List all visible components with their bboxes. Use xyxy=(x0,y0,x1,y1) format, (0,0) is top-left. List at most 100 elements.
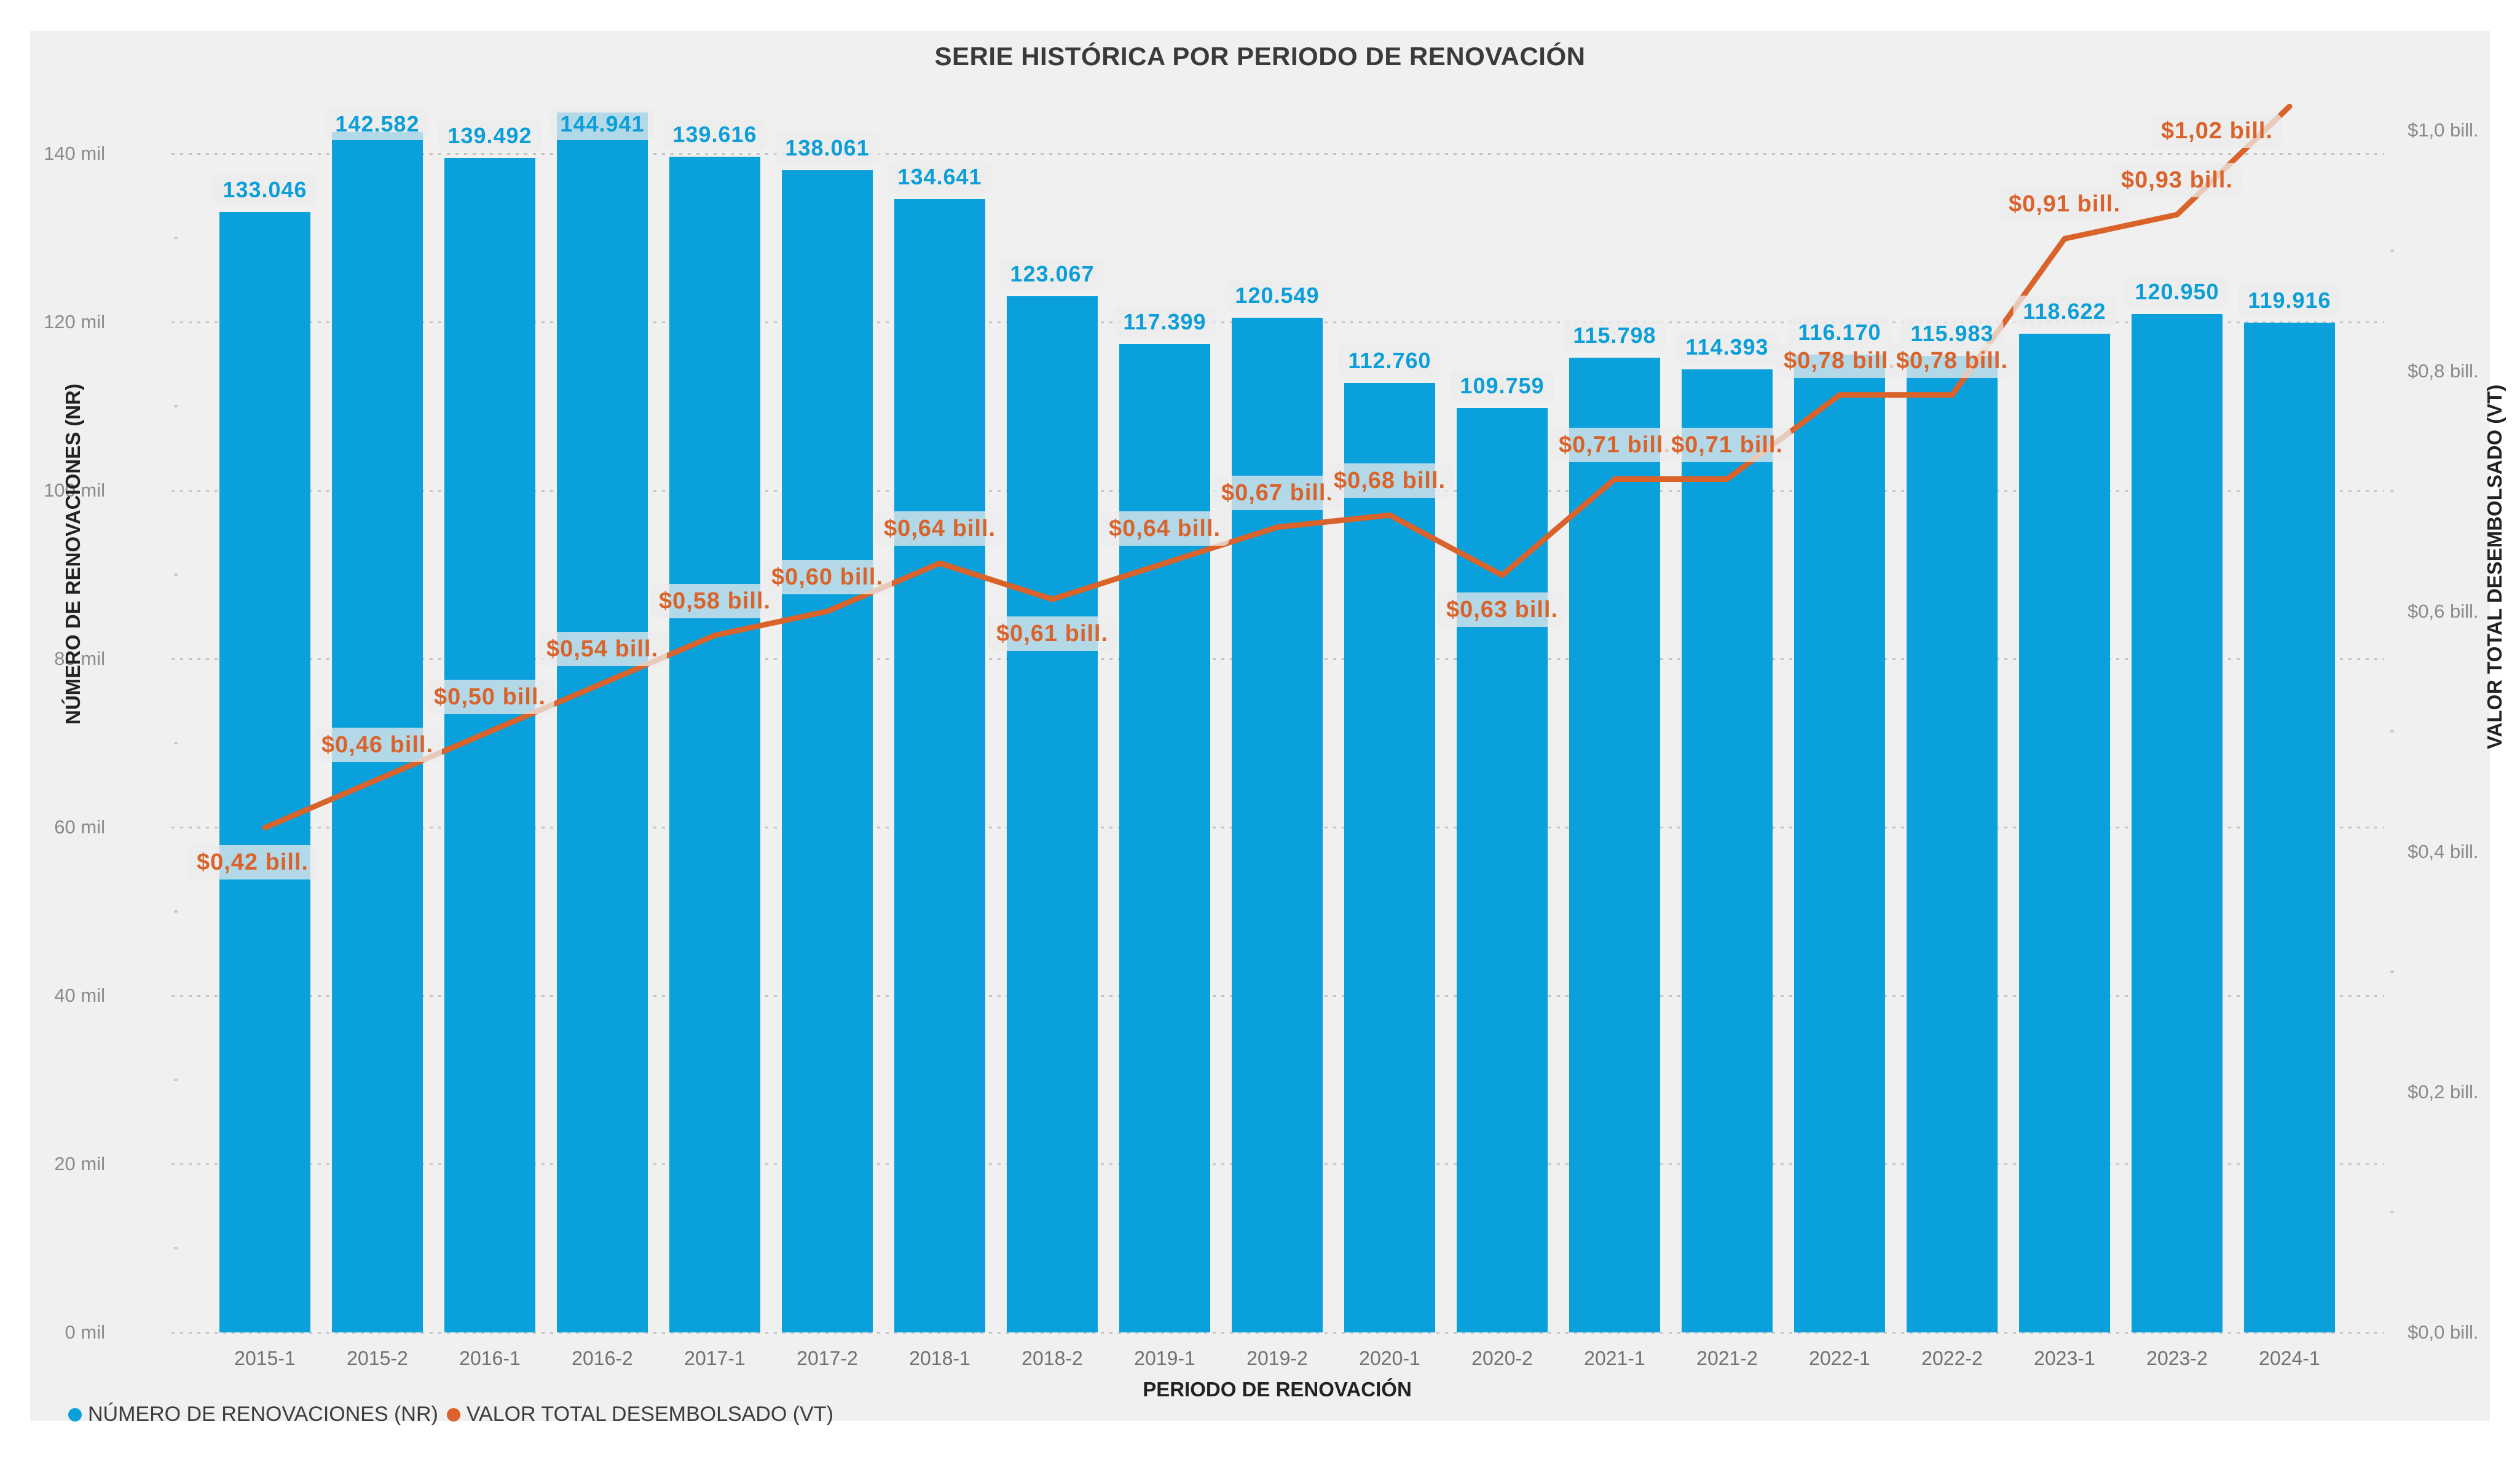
bar-value-label: 116.170 xyxy=(1788,316,1891,348)
y-axis-tick-label-right: $0,8 bill. xyxy=(2408,360,2479,382)
legend-dot-nr-icon xyxy=(68,1407,82,1422)
x-axis-tick-label: 2023-2 xyxy=(2146,1347,2208,1369)
chart-page: { "title": "SERIE HISTÓRICA POR PERIODO … xyxy=(30,31,2506,1426)
x-axis-tick-label: 2016-2 xyxy=(572,1347,633,1369)
x-axis-tick-label: 2020-1 xyxy=(1359,1347,1420,1369)
line-series-layer xyxy=(262,103,2293,831)
x-axis-tick-label: 2024-1 xyxy=(2259,1347,2320,1369)
bar-2024-1[interactable] xyxy=(2244,323,2335,1332)
bar-value-label: 114.393 xyxy=(1675,331,1779,363)
x-axis-tick-label: 2019-2 xyxy=(1246,1347,1308,1369)
line-value-label: $0,54 bill. xyxy=(537,631,667,666)
bar-2018-1[interactable] xyxy=(894,199,985,1332)
x-axis-tick-label: 2016-1 xyxy=(459,1347,521,1369)
x-axis-tick-label: 2019-1 xyxy=(1134,1347,1195,1369)
line-value-label: $0,58 bill. xyxy=(650,583,780,618)
line-value-label: $0,93 bill. xyxy=(2112,163,2242,198)
y-axis-tick-label-left: 60 mil xyxy=(54,816,105,838)
minor-tick-dot xyxy=(174,1079,178,1082)
bar-value-label: 123.067 xyxy=(1000,258,1104,291)
bar-value-label: 138.061 xyxy=(775,132,880,164)
bar-2023-2[interactable] xyxy=(2132,314,2223,1332)
bar-2019-1[interactable] xyxy=(1119,344,1210,1332)
bar-2018-2[interactable] xyxy=(1007,296,1098,1332)
y-axis-tick-label-left: 20 mil xyxy=(54,1153,105,1175)
bar-value-label: 120.950 xyxy=(2125,276,2229,309)
y-axis-tick-label-right: $0,2 bill. xyxy=(2408,1080,2479,1103)
line-value-label: $0,68 bill. xyxy=(1325,463,1455,498)
line-value-label: $0,67 bill. xyxy=(1212,475,1342,510)
y-axis-tick-label-left: 80 mil xyxy=(54,648,105,670)
minor-tick-dot xyxy=(2390,249,2394,252)
bar-value-label: 115.798 xyxy=(1563,319,1666,352)
y-axis-tick-label-left: 40 mil xyxy=(54,985,105,1007)
minor-tick-dot xyxy=(174,742,178,745)
bar-2017-2[interactable] xyxy=(782,170,873,1332)
minor-tick-dot xyxy=(174,1247,178,1249)
y-axis-tick-label-right: $0,6 bill. xyxy=(2408,600,2479,622)
legend-item-nr[interactable]: NÚMERO DE RENOVACIONES (NR) xyxy=(68,1402,438,1426)
x-axis-tick-label: 2023-1 xyxy=(2034,1347,2095,1369)
x-axis-tick-label: 2018-1 xyxy=(909,1347,971,1369)
bar-2020-2[interactable] xyxy=(1457,408,1548,1332)
bar-2016-2[interactable] xyxy=(557,112,648,1332)
line-value-label: $0,46 bill. xyxy=(312,728,443,763)
minor-tick-dot xyxy=(174,573,178,576)
y-axis-tick-label-left: 100 mil xyxy=(44,479,105,502)
x-axis-tick-label: 2015-2 xyxy=(347,1347,408,1369)
line-value-label: $0,71 bill. xyxy=(1662,427,1792,462)
bar-2022-1[interactable] xyxy=(1794,354,1885,1332)
line-value-label: $0,64 bill. xyxy=(875,511,1005,546)
minor-tick-dot xyxy=(2390,490,2394,493)
bar-value-label: 142.582 xyxy=(325,108,430,140)
x-axis-tick-label: 2021-2 xyxy=(1696,1347,1758,1369)
line-value-label: $0,50 bill. xyxy=(425,680,555,715)
bar-value-label: 119.916 xyxy=(2238,285,2341,317)
bar-2020-1[interactable] xyxy=(1344,383,1435,1332)
bar-2023-1[interactable] xyxy=(2019,334,2110,1332)
y-axis-tick-label-left: 140 mil xyxy=(44,143,105,165)
x-axis-tick-label: 2021-1 xyxy=(1584,1347,1645,1369)
x-axis-tick-label: 2022-1 xyxy=(1809,1347,1870,1369)
bar-2015-1[interactable] xyxy=(219,212,310,1332)
bar-value-label: 139.492 xyxy=(438,120,542,152)
x-axis-tick-label: 2020-2 xyxy=(1471,1347,1533,1369)
y-axis-tick-label-left: 0 mil xyxy=(65,1321,105,1343)
line-value-label: $0,42 bill. xyxy=(187,844,318,879)
x-axis-tick-label: 2017-2 xyxy=(797,1347,858,1369)
bar-value-label: 115.983 xyxy=(1900,318,2004,350)
legend: NÚMERO DE RENOVACIONES (NR) VALOR TOTAL … xyxy=(68,1402,833,1426)
minor-tick-dot xyxy=(2390,970,2394,974)
minor-tick-dot xyxy=(2390,1211,2394,1214)
x-axis-title: PERIODO DE RENOVACIÓN xyxy=(1143,1378,1412,1401)
bar-value-label: 109.759 xyxy=(1450,370,1554,403)
line-value-label: $0,71 bill. xyxy=(1549,427,1680,462)
bar-value-label: 134.641 xyxy=(888,160,992,193)
line-value-label: $0,78 bill. xyxy=(1774,343,1905,378)
chart-card: SERIE HISTÓRICA POR PERIODO DE RENOVACIÓ… xyxy=(30,31,2506,1426)
bar-2017-1[interactable] xyxy=(669,157,760,1332)
legend-label-vt: VALOR TOTAL DESEMBOLSADO (VT) xyxy=(466,1402,833,1426)
line-value-label: $0,91 bill. xyxy=(1999,187,2130,222)
gridline xyxy=(171,1332,2384,1334)
gridline xyxy=(171,153,2384,155)
bar-2021-1[interactable] xyxy=(1569,357,1660,1332)
minor-tick-dot xyxy=(174,237,178,240)
chart-title: SERIE HISTÓRICA POR PERIODO DE RENOVACIÓ… xyxy=(934,42,1586,71)
minor-tick-dot xyxy=(2390,730,2394,733)
bar-value-label: 133.046 xyxy=(213,174,317,206)
bar-value-label: 144.941 xyxy=(550,108,655,140)
bar-value-label: 120.549 xyxy=(1225,279,1329,312)
line-value-label: $0,64 bill. xyxy=(1100,511,1230,546)
bar-2021-2[interactable] xyxy=(1682,369,1773,1332)
minor-tick-dot xyxy=(174,405,178,408)
bar-2022-2[interactable] xyxy=(1907,356,1998,1332)
bar-value-label: 117.399 xyxy=(1113,305,1216,338)
bar-value-label: 118.622 xyxy=(2013,296,2116,328)
vt-line-series[interactable] xyxy=(262,103,2293,831)
y-axis-tick-label-right: $1,0 bill. xyxy=(2408,119,2479,141)
legend-item-vt[interactable]: VALOR TOTAL DESEMBOLSADO (VT) xyxy=(446,1402,833,1426)
line-value-label: $0,61 bill. xyxy=(987,616,1117,651)
x-axis-tick-label: 2018-2 xyxy=(1022,1347,1083,1369)
x-axis-tick-label: 2017-1 xyxy=(684,1347,746,1369)
